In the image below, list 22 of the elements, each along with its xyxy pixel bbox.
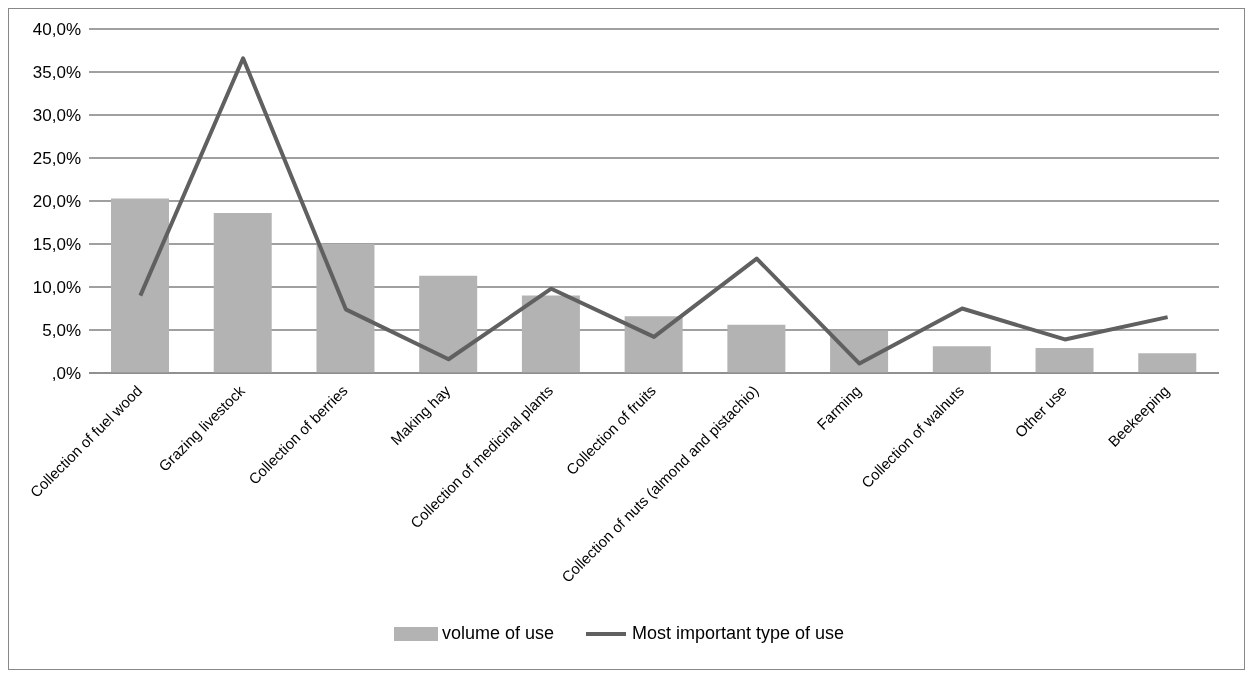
bar xyxy=(727,324,786,373)
bar xyxy=(111,198,169,373)
legend-label: volume of use xyxy=(441,623,554,644)
y-tick-label: 20,0% xyxy=(32,192,81,212)
bar xyxy=(316,244,375,373)
bar xyxy=(624,316,683,373)
bar xyxy=(419,275,478,373)
legend-label: Most important type of use xyxy=(631,623,845,644)
y-tick-label: 25,0% xyxy=(32,149,81,169)
bar xyxy=(213,213,272,373)
y-tick-label: 35,0% xyxy=(32,63,81,83)
line-series xyxy=(138,56,1170,366)
y-tick-label: 30,0% xyxy=(32,106,81,126)
bar xyxy=(932,346,991,373)
y-tick-label: 10,0% xyxy=(32,278,81,298)
y-tick-label: ,0% xyxy=(51,364,81,384)
y-tick-label: 15,0% xyxy=(32,235,81,255)
y-tick-label: 5,0% xyxy=(42,321,81,341)
bar xyxy=(1035,348,1094,373)
bar xyxy=(521,295,580,373)
y-tick-label: 40,0% xyxy=(32,20,81,40)
bar xyxy=(1138,353,1197,373)
